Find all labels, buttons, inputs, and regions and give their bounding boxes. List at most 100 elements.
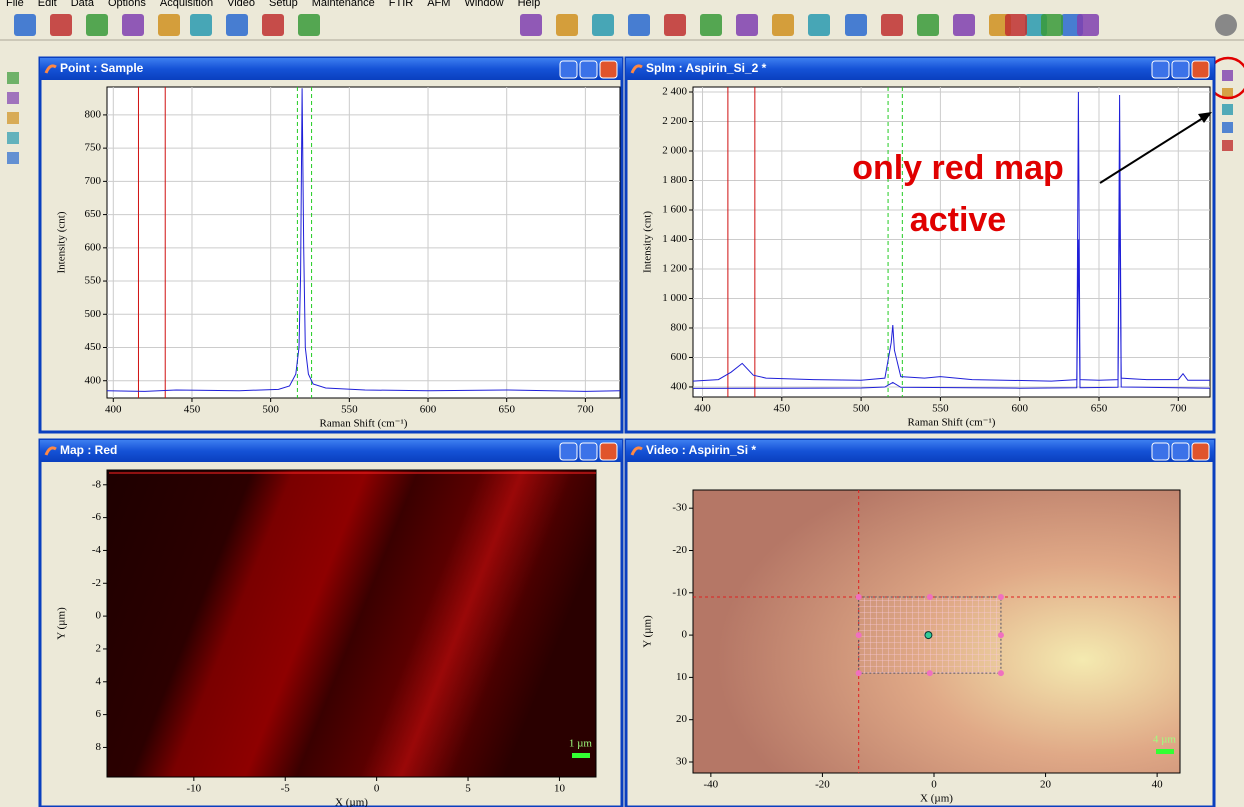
menu-item[interactable]: Video bbox=[227, 0, 255, 9]
close-button[interactable] bbox=[600, 61, 617, 78]
toolbar-button[interactable] bbox=[14, 14, 36, 36]
stop-button[interactable] bbox=[1215, 14, 1237, 36]
side-tool[interactable] bbox=[7, 112, 19, 124]
right-tool[interactable] bbox=[1222, 140, 1233, 151]
right-tool[interactable] bbox=[1222, 104, 1233, 115]
y-tick-label: 20 bbox=[676, 713, 688, 725]
minimize-button[interactable] bbox=[560, 61, 577, 78]
menu-item[interactable]: Options bbox=[108, 0, 146, 9]
y-tick-label: 600 bbox=[85, 241, 102, 253]
x-tick-label: 500 bbox=[262, 404, 279, 416]
toolbar-button[interactable] bbox=[700, 14, 722, 36]
side-tool[interactable] bbox=[7, 92, 19, 104]
toolbar-button[interactable] bbox=[1077, 14, 1099, 36]
toolbar-button[interactable] bbox=[520, 14, 542, 36]
x-tick-label: 600 bbox=[420, 404, 437, 416]
roi-handle[interactable] bbox=[856, 670, 862, 676]
maximize-button[interactable] bbox=[1172, 443, 1189, 460]
x-tick-label: -40 bbox=[704, 779, 719, 791]
x-tick-label: 10 bbox=[554, 783, 566, 795]
x-tick-label: 0 bbox=[931, 779, 937, 791]
y-tick-label: 10 bbox=[676, 671, 688, 683]
toolbar-button[interactable] bbox=[736, 14, 758, 36]
y-tick-label: 800 bbox=[85, 108, 102, 120]
right-tool[interactable] bbox=[1222, 70, 1233, 81]
roi-handle[interactable] bbox=[856, 632, 862, 638]
toolbar-button[interactable] bbox=[262, 14, 284, 36]
window-title: Map : Red bbox=[60, 443, 117, 457]
menu-item[interactable]: Acquisition bbox=[160, 0, 213, 9]
y-tick-label: 0 bbox=[96, 610, 102, 622]
x-tick-label: 500 bbox=[853, 403, 870, 415]
close-button[interactable] bbox=[1192, 443, 1209, 460]
close-button[interactable] bbox=[1192, 61, 1209, 78]
minimize-button[interactable] bbox=[1152, 443, 1169, 460]
close-button[interactable] bbox=[600, 443, 617, 460]
scale-bar-label: 1 µm bbox=[569, 738, 593, 750]
toolbar-button[interactable] bbox=[190, 14, 212, 36]
roi-handle[interactable] bbox=[927, 594, 933, 600]
y-tick-label: 400 bbox=[671, 381, 688, 393]
side-tool[interactable] bbox=[7, 72, 19, 84]
menu-item[interactable]: File bbox=[6, 0, 24, 9]
y-tick-label: -30 bbox=[672, 502, 687, 514]
side-tool[interactable] bbox=[7, 132, 19, 144]
roi-handle[interactable] bbox=[998, 594, 1004, 600]
menu-item[interactable]: AFM bbox=[427, 0, 450, 9]
menu-item[interactable]: Maintenance bbox=[312, 0, 375, 9]
toolbar-button[interactable] bbox=[845, 14, 867, 36]
toolbar-button[interactable] bbox=[808, 14, 830, 36]
toolbar-button[interactable] bbox=[1005, 14, 1027, 36]
toolbar-button[interactable] bbox=[556, 14, 578, 36]
toolbar-button[interactable] bbox=[226, 14, 248, 36]
toolbar-button[interactable] bbox=[881, 14, 903, 36]
toolbar-button[interactable] bbox=[953, 14, 975, 36]
plot-area bbox=[107, 470, 596, 777]
x-tick-label: -5 bbox=[281, 783, 291, 795]
x-tick-label: 450 bbox=[184, 404, 201, 416]
y-tick-label: 800 bbox=[671, 322, 688, 334]
toolbar-button[interactable] bbox=[917, 14, 939, 36]
y-tick-label: -20 bbox=[672, 544, 687, 556]
roi-handle[interactable] bbox=[927, 670, 933, 676]
right-tool[interactable] bbox=[1222, 122, 1233, 133]
menu-item[interactable]: Setup bbox=[269, 0, 298, 9]
y-axis-label: Y (µm) bbox=[56, 607, 68, 640]
y-tick-label: 650 bbox=[85, 208, 102, 220]
menu-item[interactable]: Data bbox=[71, 0, 95, 9]
y-tick-label: -6 bbox=[92, 511, 102, 523]
window-title: Video : Aspirin_Si * bbox=[646, 443, 756, 457]
maximize-button[interactable] bbox=[580, 61, 597, 78]
toolbar-button[interactable] bbox=[664, 14, 686, 36]
x-tick-label: 550 bbox=[341, 404, 358, 416]
toolbar-button[interactable] bbox=[158, 14, 180, 36]
toolbar-button[interactable] bbox=[86, 14, 108, 36]
y-tick-label: 0 bbox=[682, 629, 688, 641]
toolbar-button[interactable] bbox=[1041, 14, 1063, 36]
menu-item[interactable]: Edit bbox=[38, 0, 57, 9]
menu-item[interactable]: FTIR bbox=[389, 0, 413, 9]
minimize-button[interactable] bbox=[1152, 61, 1169, 78]
toolbar-button[interactable] bbox=[298, 14, 320, 36]
roi-handle[interactable] bbox=[998, 670, 1004, 676]
toolbar-button[interactable] bbox=[628, 14, 650, 36]
toolbar-button[interactable] bbox=[772, 14, 794, 36]
y-tick-label: -2 bbox=[92, 577, 101, 589]
screen: Point : Sample40045050055060065070040045… bbox=[0, 0, 1244, 807]
toolbar-button[interactable] bbox=[122, 14, 144, 36]
minimize-button[interactable] bbox=[560, 443, 577, 460]
side-tool[interactable] bbox=[7, 152, 19, 164]
roi-handle[interactable] bbox=[998, 632, 1004, 638]
y-tick-label: -4 bbox=[92, 544, 102, 556]
maximize-button[interactable] bbox=[1172, 61, 1189, 78]
menu-item[interactable]: Window bbox=[464, 0, 503, 9]
y-tick-label: 1 000 bbox=[662, 292, 687, 304]
x-tick-label: 0 bbox=[374, 783, 380, 795]
y-tick-label: 500 bbox=[85, 308, 102, 320]
toolbar-button[interactable] bbox=[592, 14, 614, 36]
menu-item[interactable]: Help bbox=[518, 0, 541, 9]
roi-handle[interactable] bbox=[856, 594, 862, 600]
toolbar-button[interactable] bbox=[50, 14, 72, 36]
maximize-button[interactable] bbox=[580, 443, 597, 460]
